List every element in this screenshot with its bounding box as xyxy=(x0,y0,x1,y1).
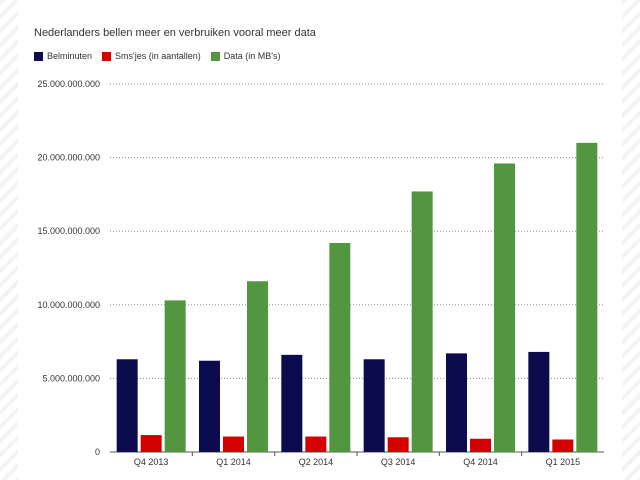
bar xyxy=(411,191,433,452)
chart-title: Nederlanders bellen meer en verbruiken v… xyxy=(34,27,316,39)
bar xyxy=(281,354,303,452)
legend-swatch xyxy=(210,51,220,61)
bar xyxy=(329,242,351,452)
x-tick-label: Q3 2014 xyxy=(381,457,416,467)
y-tick-label: 10.000.000.000 xyxy=(37,300,100,310)
y-tick-label: 5.000.000.000 xyxy=(42,373,100,383)
x-tick-label: Q4 2013 xyxy=(134,457,169,467)
x-tick-label: Q2 2014 xyxy=(299,457,334,467)
legend-label: Data (in MB's) xyxy=(223,51,281,61)
bar xyxy=(576,142,598,452)
bar xyxy=(387,437,409,452)
bar xyxy=(528,351,550,452)
bar xyxy=(363,359,385,452)
legend-item-belminuten[interactable]: Belminuten xyxy=(34,51,92,61)
bar xyxy=(140,435,162,452)
bar xyxy=(470,438,491,452)
bar xyxy=(223,436,244,452)
x-tick-label: Q1 2015 xyxy=(546,457,581,467)
x-tick-label: Q4 2014 xyxy=(463,457,498,467)
legend-label: Belminuten xyxy=(47,51,93,61)
x-tick-label: Q1 2014 xyxy=(216,457,251,467)
chart-legend: Belminuten Sms'jes (in aantallen) Data (… xyxy=(34,51,281,61)
bar xyxy=(552,439,574,452)
y-tick-label: 15.000.000.000 xyxy=(37,226,100,236)
bar-chart: 0 5.000.000.000 10.000.000.000 15.000.000.0… xyxy=(37,79,604,467)
bar xyxy=(305,436,327,452)
bar xyxy=(494,163,515,452)
legend-swatch xyxy=(34,51,43,61)
y-tick-label: 25.000.000.000 xyxy=(37,79,100,89)
bar xyxy=(164,300,186,452)
bar xyxy=(116,359,138,452)
legend-item-sms[interactable]: Sms'jes (in aantallen) xyxy=(102,51,201,61)
y-tick-label: 0 xyxy=(95,447,100,457)
y-tick-label: 20.000.000.000 xyxy=(37,153,100,163)
bar xyxy=(247,281,268,452)
legend-label: Sms'jes (in aantallen) xyxy=(115,51,201,61)
chart-panel: Nederlanders bellen meer en verbruiken v… xyxy=(18,0,622,480)
bar xyxy=(199,360,220,452)
legend-item-data[interactable]: Data (in MB's) xyxy=(210,51,281,61)
bar xyxy=(446,353,467,452)
legend-swatch xyxy=(102,51,112,61)
